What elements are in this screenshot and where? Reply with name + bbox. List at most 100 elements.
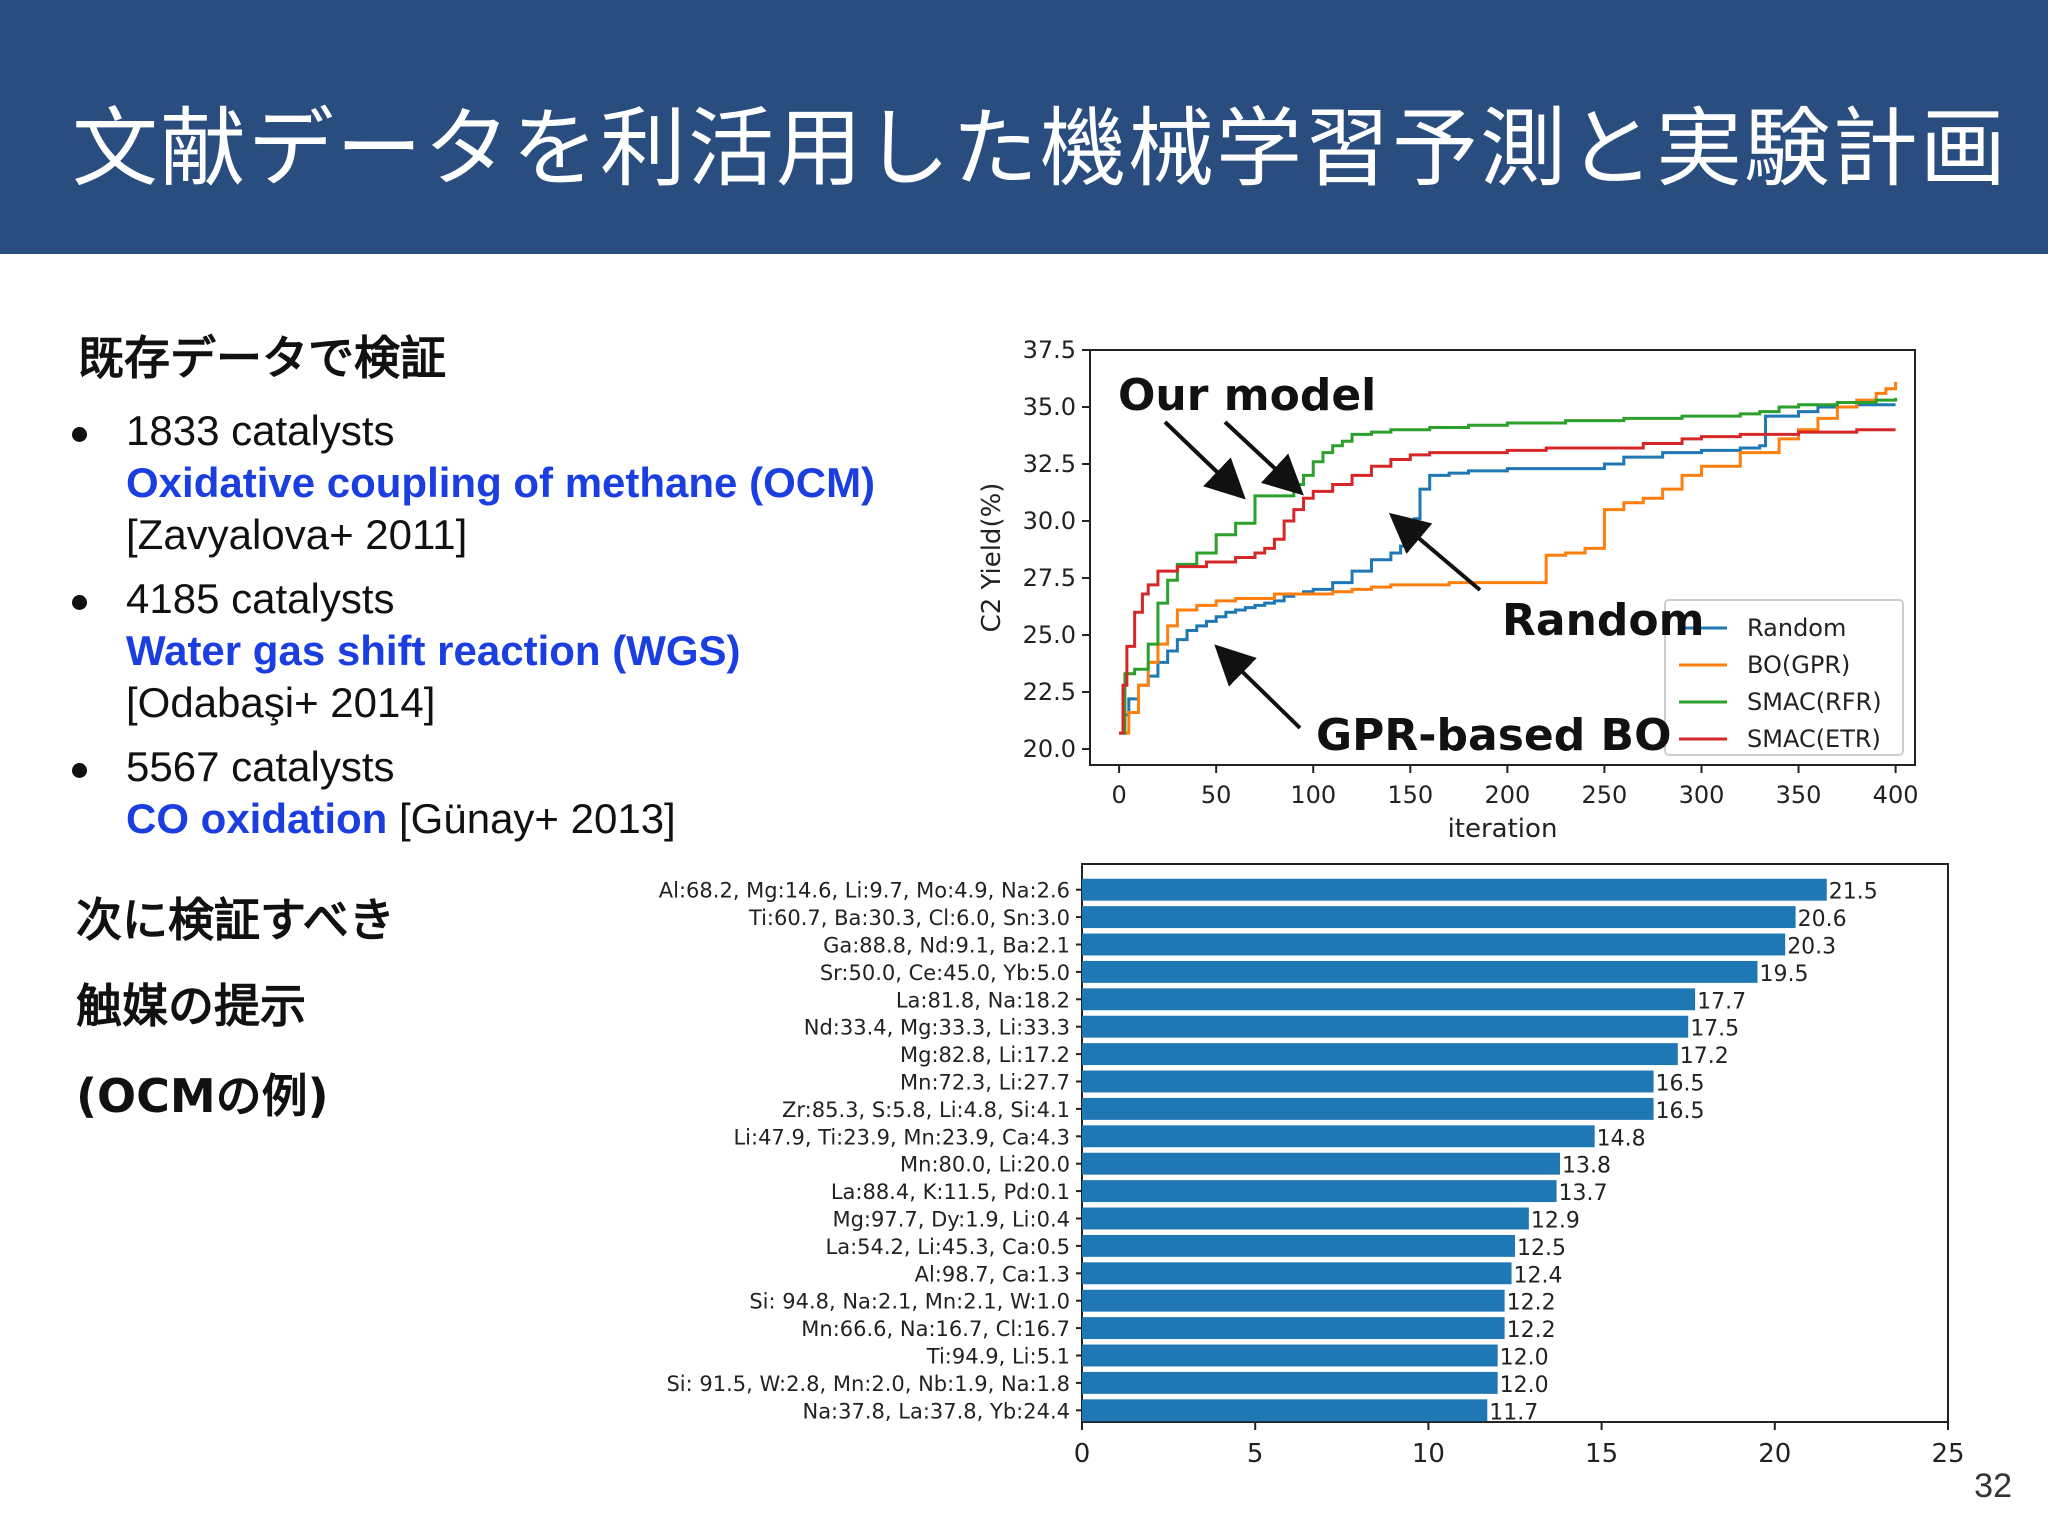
y-tick-label: 35.0 [1023,393,1076,421]
y-tick-label: 20.0 [1023,735,1076,763]
bar-value-label: 12.5 [1517,1236,1566,1261]
bar [1082,1262,1512,1285]
bar-value-label: 12.0 [1500,1373,1549,1398]
bar [1082,1015,1689,1038]
x-tick-label: 0 [1111,781,1126,809]
bar-category-label: Sr:50.0, Ce:45.0, Yb:5.0 [820,961,1070,985]
dataset-list: 1833 catalysts Oxidative coupling of met… [70,405,950,857]
bar-category-label: Mg:97.7, Dy:1.9, Li:0.4 [832,1208,1070,1232]
x-tick-label: 5 [1247,1439,1264,1469]
annotation-our-model: Our model [1118,370,1376,421]
x-tick-label: 400 [1873,781,1919,809]
bar-value-label: 20.3 [1787,935,1836,960]
annotation-arrow [1388,512,1482,592]
annotation-arrow [1163,420,1246,500]
x-tick-label: 15 [1585,1439,1618,1469]
series-line-smac-rfr- [1119,397,1898,735]
x-axis-label: iteration [1448,814,1558,844]
bar-category-label: Li:47.9, Ti:23.9, Mn:23.9, Ca:4.3 [733,1125,1070,1149]
y-tick-label: 32.5 [1023,450,1076,478]
bar [1082,988,1696,1011]
bar-value-label: 14.8 [1597,1126,1646,1151]
bar-value-label: 16.5 [1656,1099,1705,1124]
dataset-item: 4185 catalysts Water gas shift reaction … [70,573,950,729]
legend-label: BO(GPR) [1747,651,1850,679]
x-tick-label: 0 [1074,1439,1091,1469]
dataset-item: 5567 catalysts CO oxidation [Günay+ 2013… [70,741,950,845]
bar-category-label: Si: 91.5, W:2.8, Mn:2.0, Nb:1.9, Na:1.8 [666,1372,1070,1396]
bullet-dot [72,595,87,610]
bar-value-label: 12.0 [1500,1346,1549,1371]
x-tick-label: 250 [1582,781,1628,809]
bar-category-label: Mn:66.6, Na:16.7, Cl:16.7 [801,1317,1070,1341]
bar [1082,1125,1595,1148]
bar-value-label: 13.8 [1562,1154,1611,1179]
x-tick-label: 300 [1679,781,1725,809]
y-tick-label: 37.5 [1023,336,1076,364]
bar-value-label: 20.6 [1798,907,1847,932]
bar [1082,906,1796,929]
legend-label: SMAC(RFR) [1747,688,1882,716]
bar-category-label: Nd:33.4, Mg:33.3, Li:33.3 [804,1016,1070,1040]
bar [1082,1289,1505,1312]
bar-category-label: La:88.4, K:11.5, Pd:0.1 [831,1180,1070,1204]
x-tick-label: 100 [1290,781,1336,809]
bar [1082,1152,1561,1175]
section2-line3: (OCMの例) [76,1069,329,1123]
y-axis-label: C2 Yield(%) [977,483,1007,633]
x-tick-label: 10 [1412,1439,1445,1469]
catalyst-count: 4185 catalysts [126,575,395,622]
reaction-name: Oxidative coupling of methane (OCM) [126,459,876,506]
bar [1082,1234,1515,1257]
bar-value-label: 12.2 [1507,1318,1556,1343]
title-banner: 文献データを利活用した機械学習予測と実験計画 [0,0,2048,254]
legend-box [1664,599,1904,756]
bar [1082,933,1786,956]
y-tick-label: 30.0 [1023,507,1076,535]
x-tick-label: 25 [1931,1439,1964,1469]
bar-category-label: Zr:85.3, S:5.8, Li:4.8, Si:4.1 [782,1098,1070,1122]
reference: [Odabaşi+ 2014] [126,679,436,726]
bullet-dot [72,427,87,442]
x-tick-label: 50 [1201,781,1232,809]
annotation-gpr-bo: GPR-based BO [1316,710,1671,761]
annotation-arrow [1223,420,1304,496]
bar-category-label: Mg:82.8, Li:17.2 [900,1043,1070,1067]
yield-vs-iteration-chart: 0 50 100 150 200 250 300 350 400 20.0 22.5 25.0 27.5… [977,336,1919,844]
bar-category-label: Ti:94.9, Li:5.1 [926,1345,1070,1369]
bar-value-label: 17.5 [1690,1017,1739,1042]
dataset-item: 1833 catalysts Oxidative coupling of met… [70,405,950,561]
bar [1082,1180,1557,1203]
bar-value-label: 12.2 [1507,1291,1556,1316]
bar-category-label: Mn:80.0, Li:20.0 [900,1153,1070,1177]
reaction-name: Water gas shift reaction (WGS) [126,627,741,674]
bar [1082,1207,1529,1230]
x-tick-label: 200 [1484,781,1530,809]
section2-line2: 触媒の提示 [76,979,306,1033]
y-tick-label: 27.5 [1023,564,1076,592]
bar-value-label: 12.4 [1514,1263,1563,1288]
legend-label: SMAC(ETR) [1747,725,1881,753]
bar [1082,1043,1678,1066]
annotation-random: Random [1502,595,1704,646]
series-line-smac-etr- [1119,428,1896,735]
x-tick-label: 150 [1387,781,1433,809]
bar [1082,1371,1498,1394]
reaction-name: CO oxidation [126,795,388,842]
bar-category-label: Al:98.7, Ca:1.3 [915,1262,1070,1286]
y-tick-label: 22.5 [1023,678,1076,706]
bar-category-label: Ga:88.8, Nd:9.1, Ba:2.1 [823,934,1070,958]
page-title: 文献データを利活用した機械学習予測と実験計画 [72,99,2008,199]
bar [1082,1317,1505,1340]
series-line-random [1119,403,1896,735]
bar-category-label: Al:68.2, Mg:14.6, Li:9.7, Mo:4.9, Na:2.6 [659,879,1070,903]
x-tick-label: 350 [1776,781,1822,809]
top-catalysts-bar-chart: 0 5 10 15 20 25 Al:68.2, Mg:14.6, Li:9.7, Mo:4… [659,863,1965,1469]
annotation-arrow [1214,644,1302,730]
y-tick-label: 25.0 [1023,621,1076,649]
bullet-dot [72,763,87,778]
section-heading-existing-data: 既存データで検証 [78,331,446,385]
reference: [Zavyalova+ 2011] [126,511,468,558]
bar-category-label: Si: 94.8, Na:2.1, Mn:2.1, W:1.0 [749,1290,1070,1314]
bar-value-label: 13.7 [1559,1181,1608,1206]
